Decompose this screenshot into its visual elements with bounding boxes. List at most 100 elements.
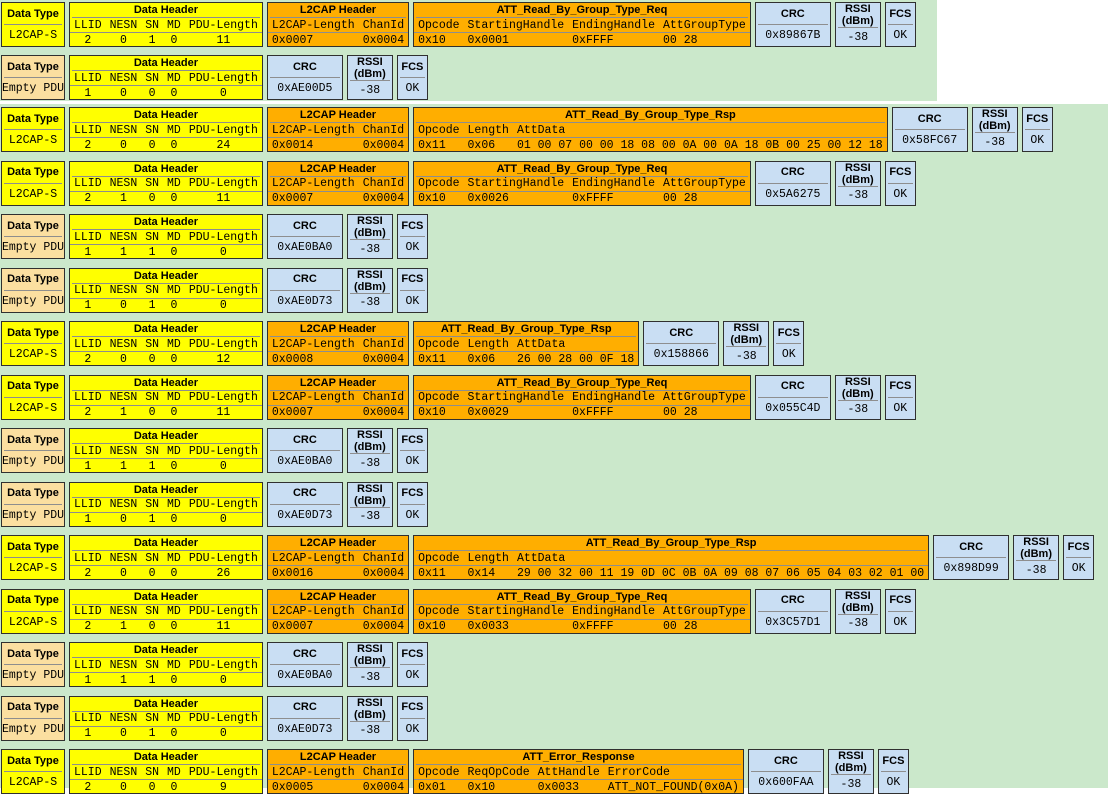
field-label: PDU-Length <box>185 391 262 406</box>
rssi-cell[interactable]: RSSI(dBm)-38 <box>347 642 393 687</box>
rssi-cell[interactable]: RSSI(dBm)-38 <box>835 161 881 206</box>
rssi-cell-value: -38 <box>724 347 768 365</box>
att-cell-title: ATT_Read_By_Group_Type_Req <box>414 162 750 176</box>
rssi-cell[interactable]: RSSI(dBm)-38 <box>835 375 881 420</box>
rssi-cell[interactable]: RSSI(dBm)-38 <box>835 2 881 47</box>
rssi-cell[interactable]: RSSI(dBm)-38 <box>347 55 393 100</box>
rssi-cell[interactable]: RSSI(dBm)-38 <box>723 321 769 366</box>
rssi-cell[interactable]: RSSI(dBm)-38 <box>835 589 881 634</box>
rssi-cell[interactable]: RSSI(dBm)-38 <box>1013 535 1059 580</box>
rssi-cell[interactable]: RSSI(dBm)-38 <box>347 268 393 313</box>
rssi-cell[interactable]: RSSI(dBm)-38 <box>347 428 393 473</box>
field-label: LLID <box>70 177 106 192</box>
rssi-cell[interactable]: RSSI(dBm)-38 <box>347 214 393 259</box>
rssi-cell-title-line: RSSI <box>357 429 383 441</box>
rssi-cell[interactable]: RSSI(dBm)-38 <box>347 482 393 527</box>
rssi-cell[interactable]: RSSI(dBm)-38 <box>828 749 874 794</box>
field-label: NESN <box>106 765 142 780</box>
rssi-cell[interactable]: RSSI(dBm)-38 <box>347 696 393 741</box>
rssi-cell[interactable]: RSSI(dBm)-38 <box>972 107 1018 152</box>
crc-cell-title: CRC <box>268 429 342 450</box>
